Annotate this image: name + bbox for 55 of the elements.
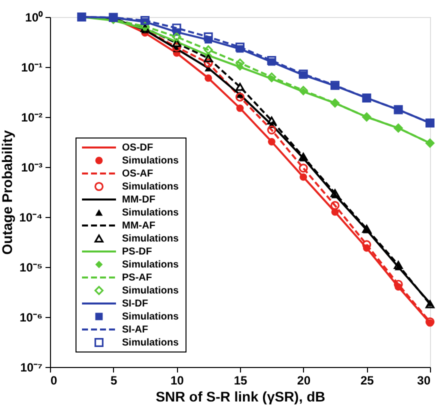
- point: [268, 138, 276, 146]
- legend-label: SI-AF: [122, 324, 148, 336]
- point: [204, 45, 213, 54]
- x-tick-label: 25: [360, 374, 374, 388]
- point: [204, 32, 213, 42]
- legend-label: Simulations: [122, 286, 180, 296]
- point: [394, 260, 403, 269]
- legend-label: Simulations: [122, 312, 180, 322]
- x-tick-label: 10: [170, 374, 184, 388]
- y-axis-title: Outage Probability: [0, 130, 16, 255]
- x-tick-label: 5: [110, 374, 118, 388]
- y-tick-label: 10⁻⁷: [20, 360, 43, 374]
- point: [298, 86, 308, 95]
- point: [298, 164, 308, 173]
- x-tick-label: 20: [297, 374, 311, 388]
- legend-label: OS-DF: [122, 142, 154, 154]
- legend-label: SI-DF: [122, 298, 148, 310]
- legend-label: Simulations: [122, 260, 180, 270]
- point: [330, 189, 340, 198]
- point: [267, 116, 276, 125]
- point: [267, 56, 276, 65]
- legend-label: Simulations: [122, 182, 180, 192]
- x-tick-label: 30: [417, 374, 431, 388]
- point: [204, 74, 212, 82]
- legend-label: PS-DF: [122, 246, 152, 258]
- legend-label: Simulations: [122, 234, 180, 244]
- legend-label: Simulations: [122, 338, 180, 348]
- point: [172, 24, 182, 33]
- y-tick-label: 10⁻³: [21, 160, 43, 174]
- y-tick-label: 10⁻⁶: [20, 310, 42, 324]
- x-tick-label: 0: [50, 374, 58, 388]
- legend-label: MM-DF: [122, 194, 156, 206]
- point: [235, 82, 245, 91]
- x-tick-label: 15: [234, 374, 248, 388]
- point: [236, 104, 244, 112]
- point: [204, 58, 213, 68]
- legend-label: Simulations: [122, 156, 180, 166]
- point: [330, 200, 340, 210]
- y-tick-label: 10⁻¹: [21, 60, 43, 74]
- point: [172, 42, 182, 52]
- y-tick-label: 10⁰: [25, 10, 44, 24]
- point: [235, 42, 245, 52]
- point: [172, 32, 182, 42]
- point: [235, 92, 245, 102]
- x-axis-title: SNR of S-R link (γSR), dB: [156, 388, 326, 404]
- point: [300, 173, 308, 181]
- legend-label: Simulations: [122, 208, 180, 218]
- legend-label: MM-AF: [122, 220, 156, 232]
- point: [267, 125, 276, 134]
- legend-label: PS-AF: [122, 272, 152, 284]
- point: [204, 54, 213, 62]
- y-tick-label: 10⁻⁵: [20, 260, 42, 274]
- y-tick-label: 10⁻²: [21, 110, 43, 124]
- legend-label: OS-AF: [122, 168, 154, 180]
- y-tick-label: 10⁻⁴: [19, 210, 43, 224]
